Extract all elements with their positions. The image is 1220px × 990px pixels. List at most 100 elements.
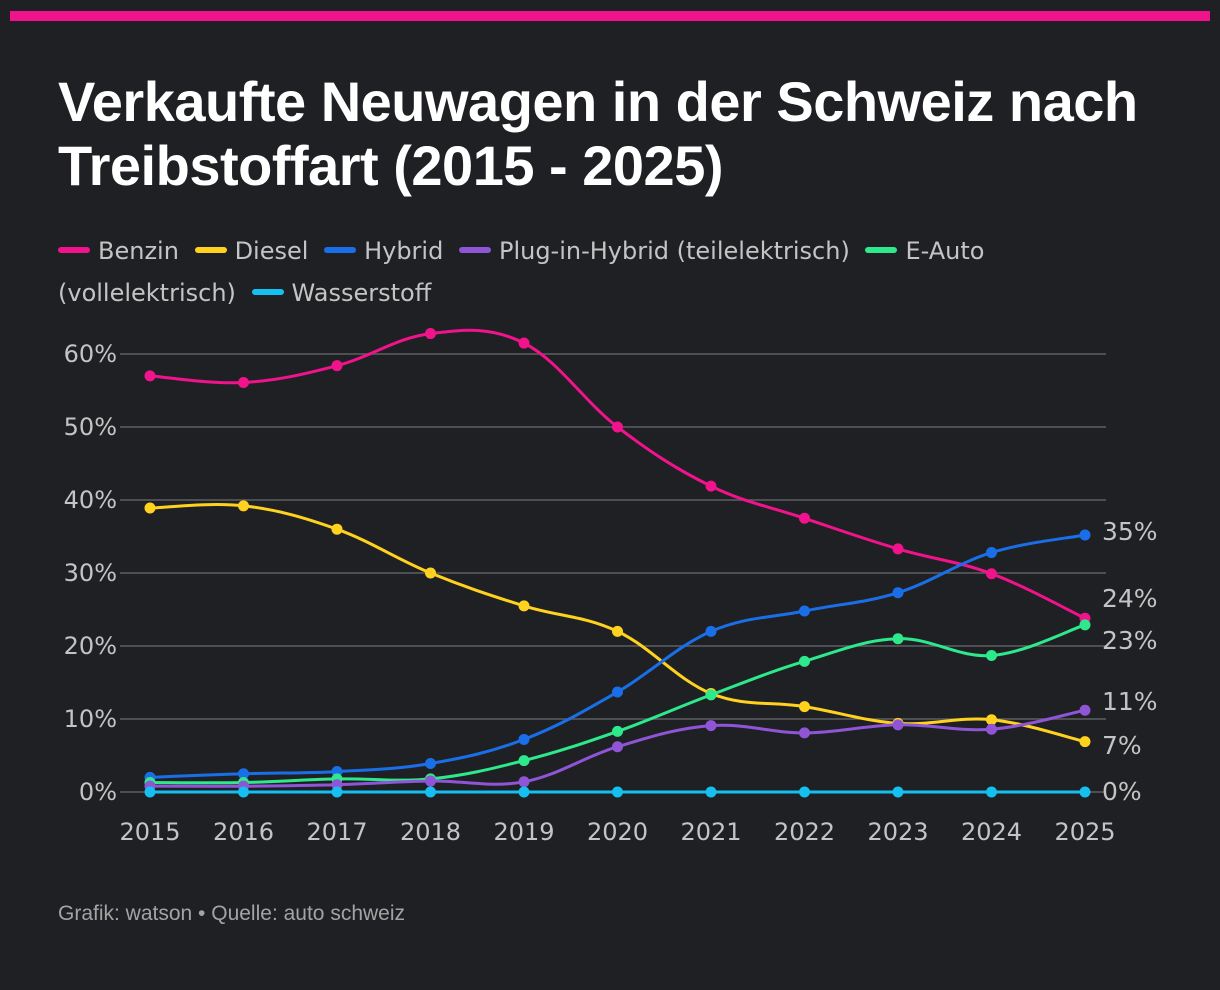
series-line <box>148 623 1087 785</box>
end-value-label: 0% <box>1102 777 1142 806</box>
end-value-label: 24% <box>1102 584 1158 613</box>
data-point <box>705 720 717 732</box>
data-point <box>331 360 343 372</box>
x-tick-label: 2020 <box>587 818 648 846</box>
data-point <box>518 337 530 349</box>
data-point <box>612 786 623 798</box>
series-line <box>148 503 1087 744</box>
data-point <box>518 600 530 612</box>
legend-swatch <box>58 247 90 253</box>
y-tick-label: 30% <box>64 559 117 587</box>
data-point <box>612 686 623 698</box>
legend-label: Benzin <box>98 237 179 265</box>
data-point <box>705 689 717 701</box>
data-point <box>238 500 249 512</box>
data-point <box>144 786 156 798</box>
legend-label: E-Auto (vollelektrisch) <box>58 237 985 307</box>
data-point <box>892 633 904 645</box>
data-point <box>799 701 810 713</box>
data-point <box>425 328 436 340</box>
data-point <box>425 775 436 787</box>
data-point <box>331 523 343 535</box>
data-point <box>425 786 436 798</box>
legend-swatch <box>865 247 898 253</box>
end-value-label: 23% <box>1102 626 1158 655</box>
data-point <box>986 786 997 798</box>
data-point <box>612 741 623 753</box>
data-point <box>144 370 156 382</box>
data-point <box>331 786 343 798</box>
source-footer: Grafik: watson • Quelle: auto schweiz <box>58 902 406 925</box>
legend-swatch <box>194 247 227 253</box>
end-value-label: 11% <box>1102 687 1158 716</box>
x-tick-label: 2024 <box>961 818 1022 846</box>
data-point <box>425 567 436 579</box>
legend-label: Plug-in-Hybrid (teilelektrisch) <box>498 237 850 265</box>
x-tick-label: 2025 <box>1054 818 1115 846</box>
legend-swatch <box>251 289 284 295</box>
legend-item: Plug-in-Hybrid (teilelektrisch) <box>458 237 850 265</box>
data-point <box>986 547 997 559</box>
x-tick-label: 2021 <box>680 818 741 846</box>
data-point <box>1079 736 1091 748</box>
series-line <box>148 533 1087 779</box>
data-point <box>425 758 436 770</box>
data-point <box>238 376 249 388</box>
legend-swatch <box>324 247 357 253</box>
data-point <box>986 714 997 726</box>
y-tick-label: 50% <box>64 413 117 441</box>
data-point <box>892 786 904 798</box>
data-point <box>1079 704 1091 716</box>
legend-label: Wasserstoff <box>291 279 432 307</box>
data-point <box>518 733 530 745</box>
y-tick-label: 40% <box>64 486 117 514</box>
data-point <box>799 605 810 617</box>
legend-item: Diesel <box>194 237 309 265</box>
legend: Benzin Diesel Hybrid Plug-in-Hybrid (tei… <box>58 230 1168 314</box>
data-point <box>144 502 156 514</box>
data-point <box>986 723 997 735</box>
data-point <box>799 512 810 524</box>
legend-item: Benzin <box>58 237 179 265</box>
y-tick-label: 60% <box>64 340 117 368</box>
legend-swatch <box>458 247 491 253</box>
x-tick-label: 2022 <box>774 818 835 846</box>
data-point <box>986 649 997 661</box>
data-point <box>518 776 530 788</box>
legend-label: Diesel <box>234 237 309 265</box>
y-tick-label: 20% <box>64 632 117 660</box>
data-point <box>238 786 249 798</box>
legend-item: E-Auto (vollelektrisch) <box>58 237 985 307</box>
x-tick-label: 2023 <box>867 818 928 846</box>
end-value-label: 35% <box>1102 517 1158 546</box>
data-point <box>238 768 249 780</box>
x-tick-label: 2018 <box>400 818 461 846</box>
data-point <box>705 480 717 492</box>
y-tick-label: 10% <box>64 705 117 733</box>
data-point <box>1079 786 1091 798</box>
legend-item: Hybrid <box>324 237 443 265</box>
data-point <box>892 587 904 599</box>
accent-bar <box>10 11 1210 21</box>
data-point <box>892 543 904 555</box>
data-point <box>705 625 717 637</box>
data-point <box>705 786 717 798</box>
x-tick-label: 2017 <box>306 818 367 846</box>
x-tick-label: 2015 <box>119 818 180 846</box>
end-value-label: 7% <box>1102 731 1142 760</box>
data-point <box>799 655 810 667</box>
legend-item: Wasserstoff <box>251 279 432 307</box>
legend-label: Hybrid <box>364 237 444 265</box>
y-tick-label: 0% <box>79 778 117 806</box>
data-point <box>799 786 810 798</box>
data-point <box>612 625 623 637</box>
x-tick-label: 2016 <box>213 818 274 846</box>
data-point <box>612 725 623 737</box>
data-point <box>986 568 997 580</box>
data-point <box>1079 529 1091 541</box>
data-point <box>892 719 904 731</box>
data-point <box>518 755 530 767</box>
data-point <box>518 786 530 798</box>
data-point <box>799 727 810 739</box>
